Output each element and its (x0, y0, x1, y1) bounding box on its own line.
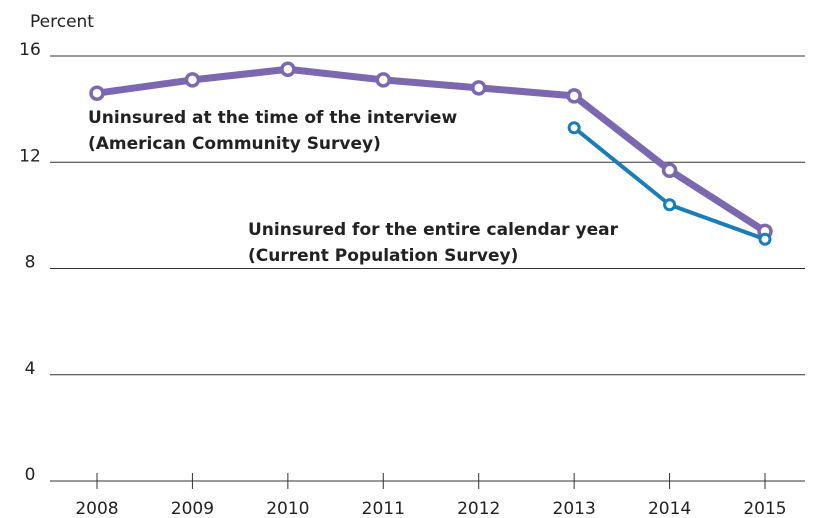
point (567, 121, 581, 135)
point (566, 88, 582, 104)
point (663, 198, 677, 212)
point (89, 85, 105, 101)
x-tick-label: 2008 (75, 499, 118, 518)
y-tick-label: 16 (19, 40, 41, 60)
x-tick-label: 2014 (648, 499, 691, 518)
point (184, 72, 201, 88)
series-label: Uninsured for the entire calendar year (248, 220, 619, 240)
point (661, 162, 678, 178)
x-tick-label: 2010 (266, 499, 309, 518)
series-label: Uninsured at the time of the interview (88, 108, 457, 128)
series-source: (Current Population Survey) (248, 246, 518, 266)
point (470, 80, 487, 96)
series-source: (American Community Survey) (88, 134, 381, 154)
y-axis-label: Percent (30, 12, 94, 32)
point (280, 61, 296, 78)
x-tick-label: 2009 (171, 499, 214, 518)
x-tick-label: 2011 (362, 499, 405, 518)
series-line (96, 65, 767, 235)
point (758, 232, 772, 246)
y-tick-label: 12 (19, 146, 41, 166)
point (375, 72, 392, 88)
y-tick-label: 4 (25, 359, 36, 379)
x-tick-label: 2015 (743, 499, 786, 518)
x-tick-label: 2013 (553, 499, 596, 518)
x-tick-label: 2012 (457, 499, 500, 518)
y-tick-label: 0 (25, 465, 36, 485)
y-tick-label: 8 (25, 253, 36, 273)
